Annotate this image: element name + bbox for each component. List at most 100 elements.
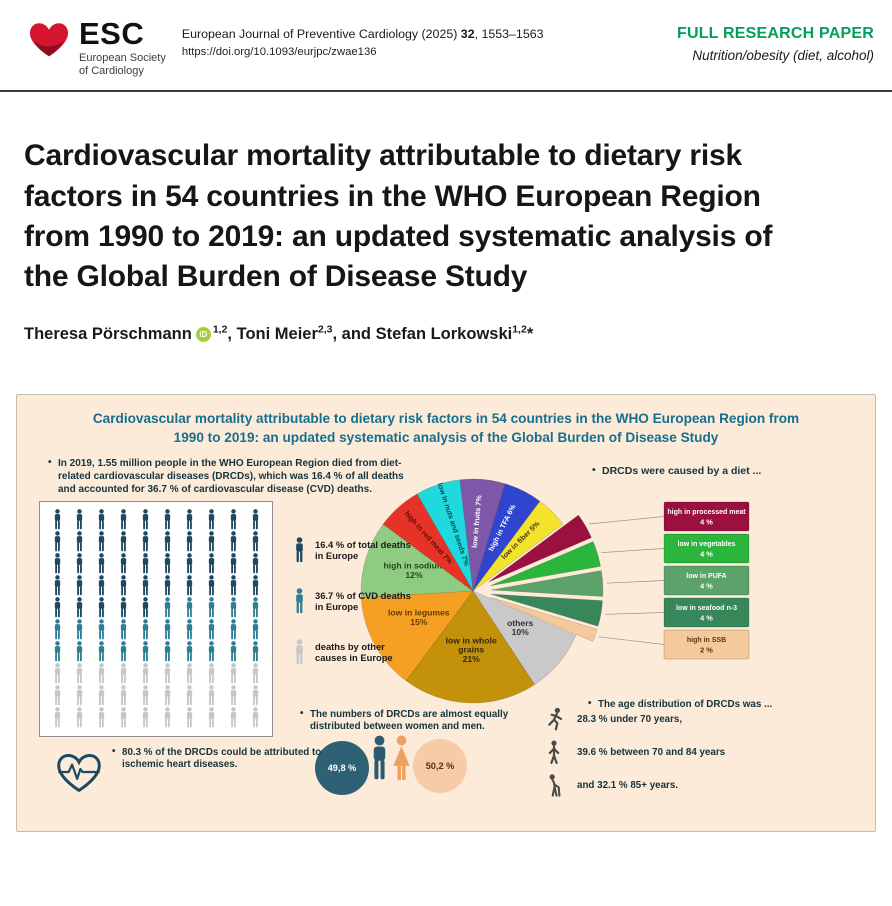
person-icon [54,530,60,551]
age-row-label: 39.6 % between 70 and 84 years [577,747,726,759]
paper-type-block: FULL RESEARCH PAPER Nutrition/obesity (d… [677,18,874,63]
author-affiliations: 1,2 [212,323,228,336]
person-icon [164,508,170,529]
esc-heart-icon [26,18,72,78]
person-icon [230,508,236,529]
person-icon [120,552,126,573]
author-affiliations: 1,2 [512,323,527,336]
article-title: Cardiovascular mortality attributable to… [24,139,773,293]
person-icon [142,684,148,705]
person-icon [142,706,148,727]
person-icon [186,552,192,573]
person-icon [98,508,104,529]
author: Theresa Pörschmann iD 1,2, [24,323,237,343]
person-icon [54,618,60,639]
intro-bullet: In 2019, 1.55 million people in the WHO … [47,456,410,496]
person-icon [208,596,214,617]
svg-text:high in processed meat: high in processed meat [667,509,746,516]
person-icon [98,596,104,617]
person-icon [142,640,148,661]
person-icon [98,684,104,705]
person-icon [252,618,258,639]
person-icon [120,662,126,683]
author-affiliations: 2,3 [317,323,333,336]
svg-text:low in PUFA: low in PUFA [686,573,726,580]
esc-subtitle-line2: of Cardiology [79,65,144,78]
heart-ecg-icon [53,749,105,800]
journal-citation: European Journal of Preventive Cardiolog… [182,27,544,41]
person-icon [164,706,170,727]
pie-chart: low in nuts and seeds 7%low in fruits 7%… [360,478,750,703]
journal-volume: 32 [460,27,475,41]
doi-link[interactable]: https://doi.org/10.1093/eurjpc/zwae136 [181,46,377,58]
author-name: Toni Meier [236,324,318,343]
person-icon [76,596,82,617]
share-circle-right: 50,2 % [413,738,467,793]
person-icon [296,536,303,562]
person-icon [208,684,214,705]
person-icon [252,574,258,595]
ihd-bullet: 80.3 % of the DRCDs could be attributed … [111,746,342,772]
person-icon [120,706,126,727]
person-icon [54,574,60,595]
legend-label: 16.4 % of total deaths in Europe [315,538,411,562]
runner-icon [548,707,563,731]
person-icon [120,640,126,661]
elder-cane-icon [549,773,561,797]
graphical-abstract: Cardiovascular mortality attributable to… [16,393,876,832]
orcid-icon[interactable]: iD [195,326,211,342]
person-icon [54,552,60,573]
person-icon [230,530,236,551]
waffle-chart [39,500,273,737]
person-icon [296,638,303,664]
person-icon [76,684,82,705]
person-icon [54,508,60,529]
topic-label: Nutrition/obesity (diet, alcohol) [692,48,874,63]
esc-subtitle-line1: European Society [79,52,166,64]
svg-text:4 %: 4 % [700,581,713,590]
person-icon [252,706,258,727]
diet-bullet: DRCDs were caused by a diet ... [591,464,837,479]
waffle-legend: 16.4 % of total deaths in Europe 36.7 % o… [293,536,443,690]
person-icon [76,552,82,573]
person-icon [230,596,236,617]
age-rows: 28.3 % under 70 years, 39.6 % between 70 … [541,707,725,806]
person-icon [252,684,258,705]
person-icon [98,640,104,661]
person-icon [186,508,192,529]
person-icon [76,574,82,595]
person-icon [76,508,82,529]
person-icon [186,662,192,683]
person-icon [76,618,82,639]
esc-logo-text-block: ESC European Society of Cardiology [79,18,166,78]
person-icon [120,618,126,639]
author-separator: , and [332,324,376,343]
person-icon [208,618,214,639]
person-icon [186,618,192,639]
person-icon [230,574,236,595]
esc-logo-subtitle: European Society of Cardiology [79,52,166,78]
person-icon [142,508,148,529]
legend-label: 36.7 % of CVD deaths in Europe [315,589,411,613]
gender-bullet: The numbers of DRCDs are almost equally … [299,708,538,734]
svg-text:2 %: 2 % [700,645,713,654]
graphical-abstract-title: Cardiovascular mortality attributable to… [92,410,800,445]
person-icon [230,552,236,573]
esc-logo-text: ESC [79,16,145,51]
person-icon [186,640,192,661]
legend-label: deaths by other causes in Europe [315,640,393,664]
author-name: Stefan Lorkowski [375,324,513,343]
author: Toni Meier2,3, and [236,323,376,343]
person-icon [142,618,148,639]
person-icon [164,684,170,705]
person-icon [120,596,126,617]
person-icon [76,530,82,551]
person-icon [252,552,258,573]
person-icon [230,706,236,727]
person-icon [164,618,170,639]
person-icon [164,574,170,595]
person-icon [142,530,148,551]
person-icon [142,574,148,595]
